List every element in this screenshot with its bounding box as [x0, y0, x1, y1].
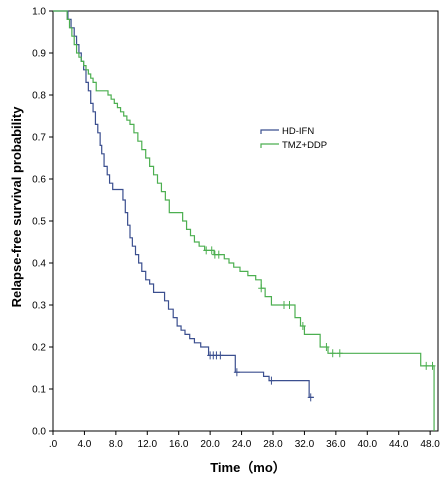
x-tick-label: .0 [49, 439, 58, 450]
x-tick-label: 20.0 [200, 439, 220, 450]
plot-border [52, 10, 439, 432]
x-axis: .0 4.0 8.0 12.0 16.0 20.0 24.0 28.0 32.0 36.0 40.0… [49, 431, 440, 450]
y-tick-label: 0.6 [32, 175, 46, 186]
censor-mark [215, 250, 222, 259]
x-tick-label: 8.0 [109, 439, 123, 450]
censor-mark [329, 349, 336, 358]
x-tick-label: 36.0 [326, 439, 346, 450]
y-tick-label: 0.3 [32, 301, 46, 312]
x-tick-label: 24.0 [232, 439, 252, 450]
legend-label: TMZ+DDP [282, 140, 327, 151]
censor-mark [233, 368, 240, 377]
series-1 [53, 10, 314, 402]
legend-swatch [260, 129, 279, 134]
x-tick-label: 28.0 [263, 439, 283, 450]
y-axis-title: Relapse-free survival probability [9, 106, 24, 308]
censor-mark [307, 393, 314, 402]
x-tick-label: 16.0 [169, 439, 189, 450]
y-tick-label: 0.4 [32, 259, 46, 270]
y-tick-label: 1.0 [32, 7, 46, 18]
x-tick-label: 48.0 [420, 439, 440, 450]
legend: HD-IFN TMZ+DDP [260, 126, 327, 151]
y-tick-label: 0.0 [32, 427, 46, 438]
y-tick-label: 0.8 [32, 91, 46, 102]
censor-mark [429, 361, 436, 370]
x-tick-label: 40.0 [358, 439, 378, 450]
censor-mark [299, 322, 306, 330]
y-tick-label: 0.7 [32, 133, 46, 144]
x-tick-label: 32.0 [295, 439, 315, 450]
censor-mark [203, 246, 210, 255]
y-tick-label: 0.5 [32, 217, 46, 228]
censor-mark [217, 351, 224, 360]
y-tick-label: 0.9 [32, 49, 46, 60]
y-tick-label: 0.2 [32, 343, 46, 354]
survival-curve [53, 10, 435, 431]
legend-label: HD-IFN [282, 126, 314, 137]
legend-swatch [260, 143, 279, 148]
x-axis-title: Time（mo） [210, 460, 286, 475]
censor-mark [323, 343, 330, 351]
censor-mark [208, 246, 215, 255]
censor-mark [336, 349, 343, 358]
censor-mark [423, 361, 430, 370]
plot-frame [52, 10, 439, 432]
censor-mark [286, 301, 293, 309]
censor-mark [258, 284, 265, 293]
x-tick-label: 4.0 [77, 439, 91, 450]
series-2 [53, 10, 436, 431]
y-axis: 0.0 0.1 0.2 0.3 0.4 0.5 0.6 0.7 0.8 0.9 1.0 [32, 7, 53, 438]
series-layer [53, 10, 436, 431]
x-tick-label: 12.0 [138, 439, 158, 450]
censor-mark [268, 376, 275, 385]
survival-curve [53, 10, 314, 398]
y-tick-label: 0.1 [32, 385, 46, 396]
x-tick-label: 44.0 [389, 439, 409, 450]
censor-mark [281, 301, 287, 309]
